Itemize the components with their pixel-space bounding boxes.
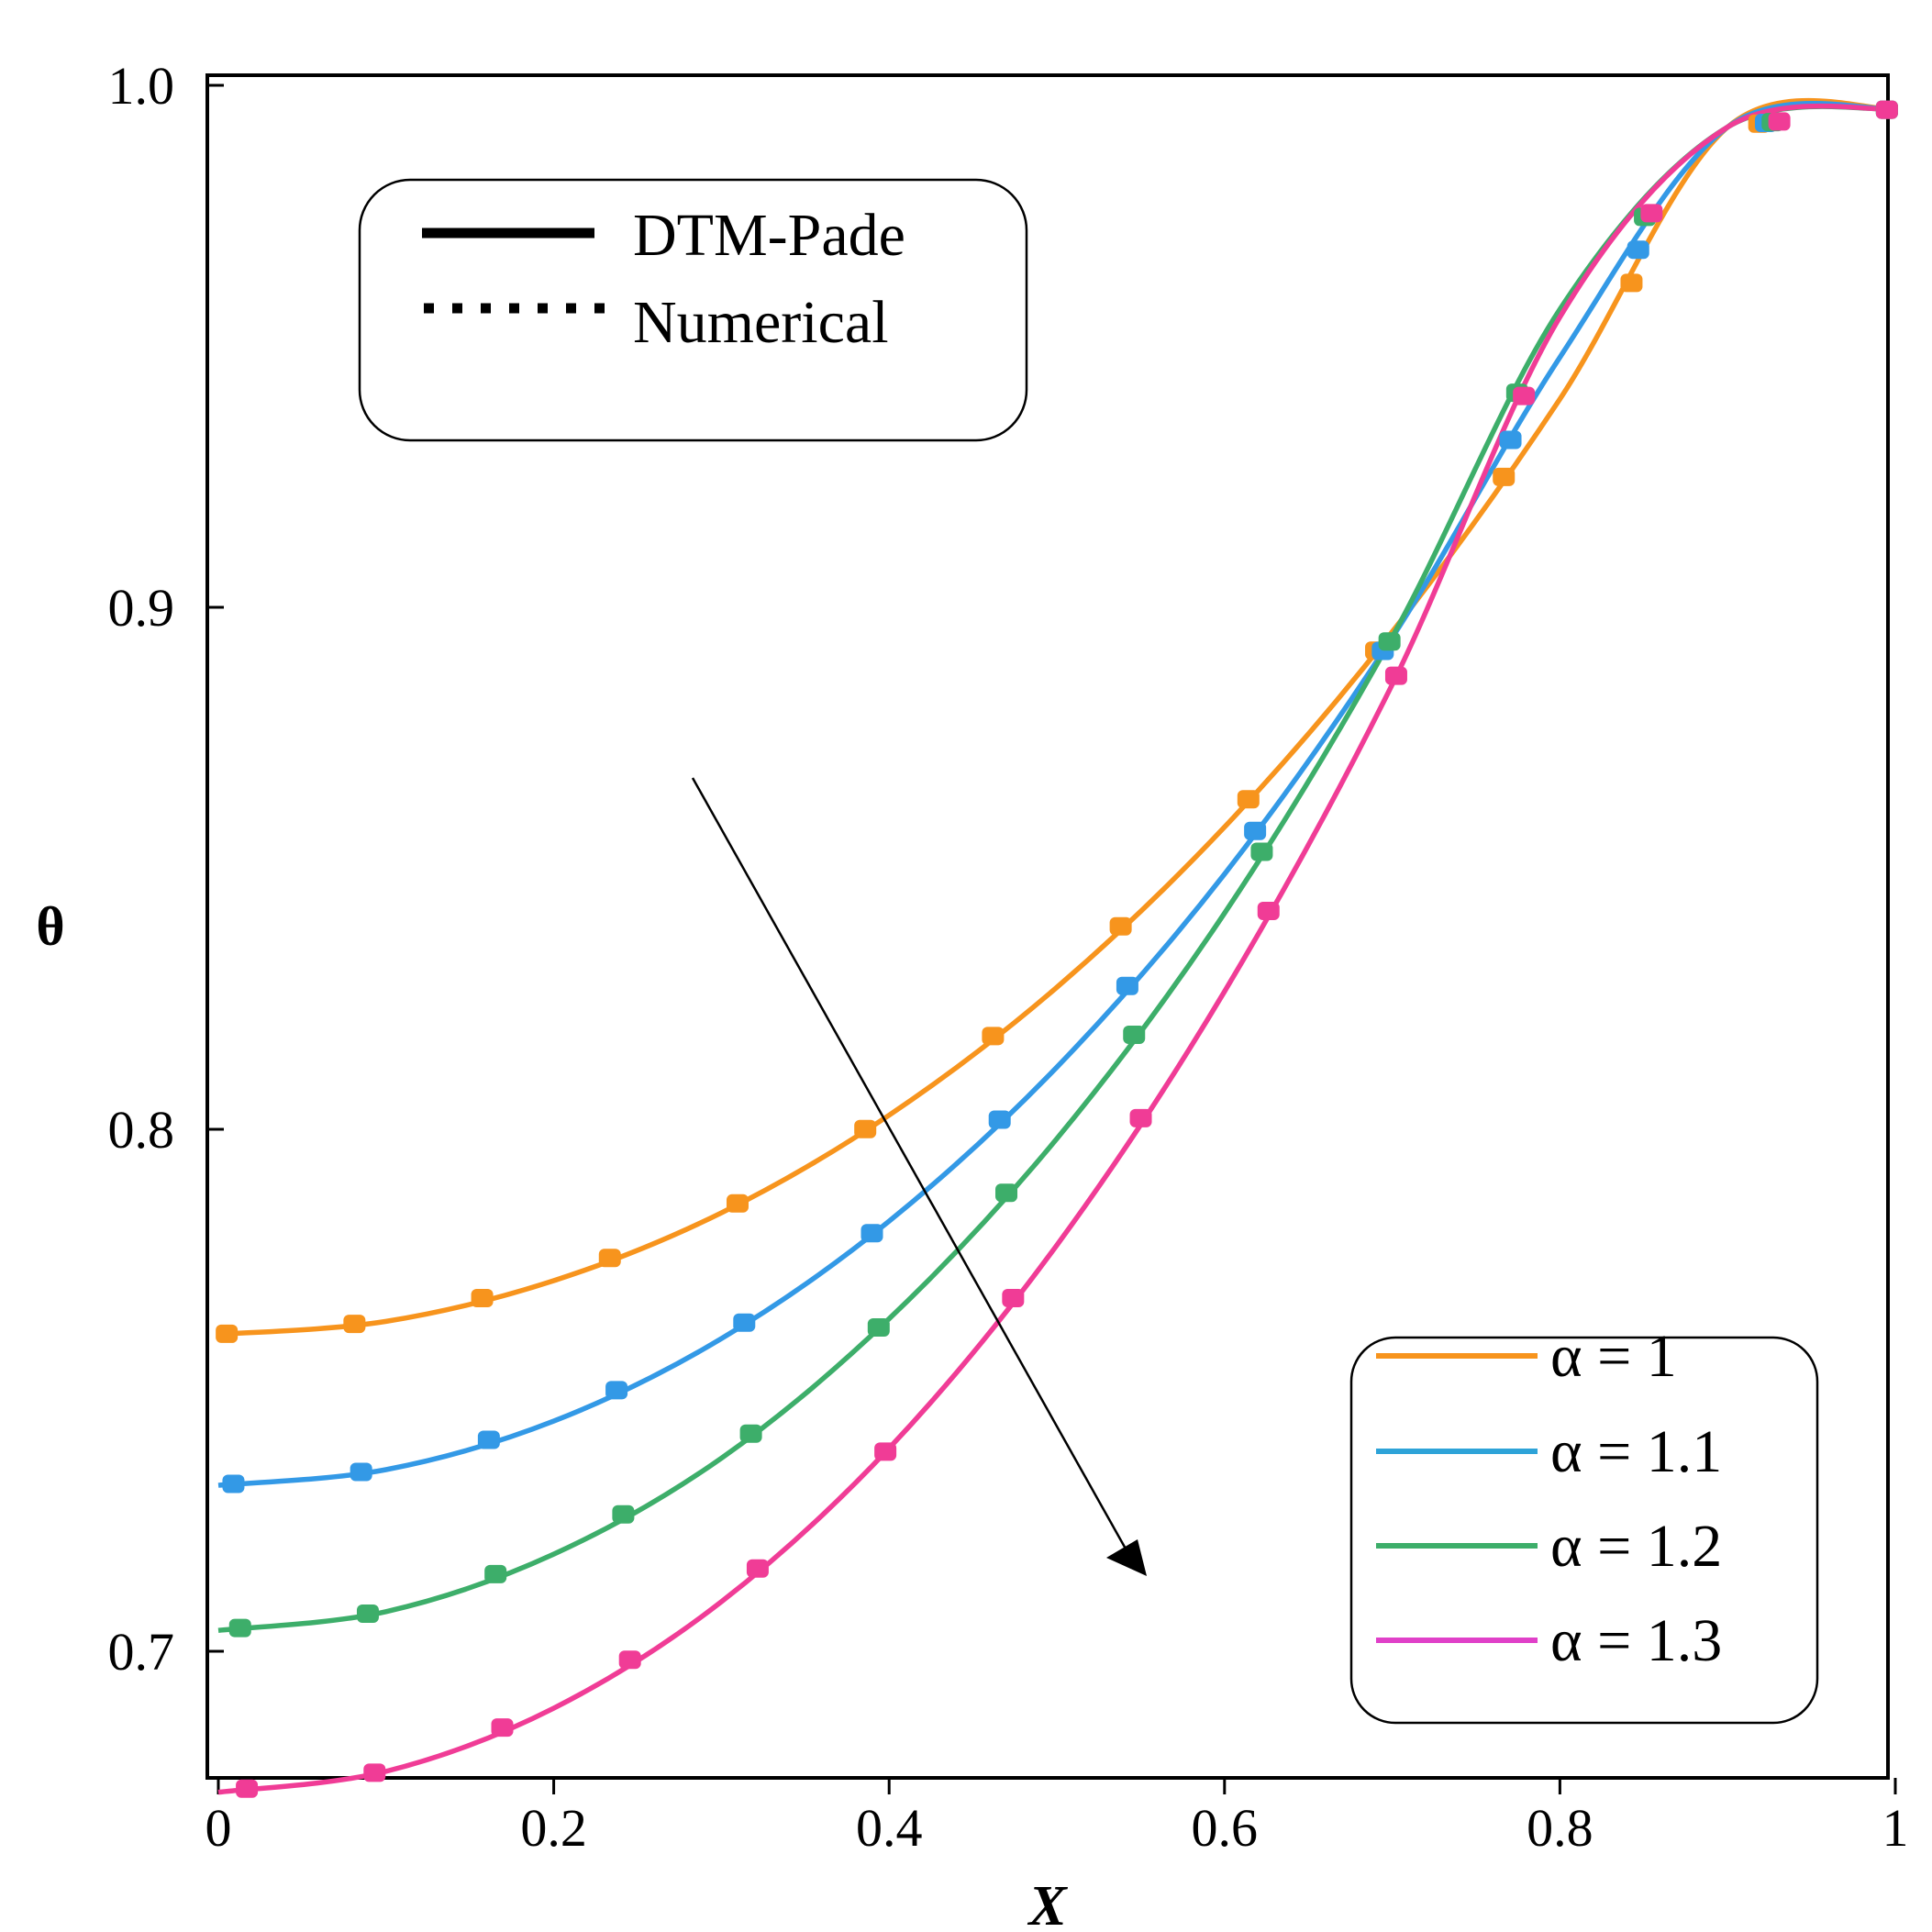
legend-label: α = 1.3 — [1550, 1607, 1722, 1674]
numerical-marker — [995, 1183, 1018, 1203]
numerical-marker — [733, 1313, 756, 1332]
numerical-marker — [605, 1381, 628, 1400]
alpha-legend: α = 1 α = 1.1 α = 1.2 α = 1.3 — [1349, 1323, 1819, 1725]
numerical-marker — [1244, 821, 1267, 840]
numerical-marker — [988, 1110, 1011, 1129]
numerical-marker — [216, 1324, 239, 1343]
numerical-marker — [746, 1559, 769, 1578]
x-tick-label: 0 — [205, 1798, 232, 1858]
y-axis-title: θ — [36, 896, 64, 957]
numerical-marker — [1129, 1108, 1152, 1127]
series-line — [217, 100, 1896, 1488]
numerical-marker — [1875, 100, 1898, 119]
trend-arrow-shaft — [691, 777, 1128, 1551]
x-axis-ticks: 0 0.2 0.4 0.6 0.8 1 — [205, 1778, 1909, 1858]
numerical-marker — [1768, 112, 1791, 131]
numerical-marker — [222, 1474, 245, 1493]
y-tick-label: 1.0 — [108, 56, 175, 116]
legend-label: α = 1.1 — [1550, 1418, 1722, 1485]
numerical-marker — [739, 1424, 762, 1443]
numerical-marker — [874, 1442, 897, 1461]
numerical-marker — [618, 1650, 641, 1670]
plot-frame — [205, 73, 1890, 1780]
legend-numerical: Numerical — [633, 289, 889, 356]
x-tick-label: 0.6 — [1192, 1798, 1259, 1858]
numerical-marker — [484, 1564, 507, 1583]
legend-label: α = 1.2 — [1550, 1513, 1722, 1580]
numerical-marker — [1513, 386, 1536, 405]
x-tick-label: 0.8 — [1527, 1798, 1593, 1858]
numerical-marker — [343, 1315, 366, 1334]
trend-arrow-head — [1106, 1539, 1147, 1576]
x-tick-label: 0.4 — [856, 1798, 923, 1858]
numerical-marker — [854, 1119, 877, 1138]
x-axis-title: X — [1027, 1875, 1068, 1932]
numerical-marker — [867, 1318, 890, 1338]
y-axis-ticks: 0.7 0.8 0.9 1.0 — [108, 56, 224, 1682]
numerical-marker — [1257, 902, 1280, 921]
legend-label: α = 1 — [1550, 1323, 1677, 1390]
numerical-marker — [1116, 976, 1138, 995]
numerical-marker — [861, 1224, 883, 1243]
numerical-marker — [982, 1027, 1005, 1046]
numerical-marker — [1123, 1025, 1146, 1044]
numerical-marker — [1627, 240, 1649, 260]
numerical-marker — [356, 1604, 379, 1623]
numerical-marker — [1620, 273, 1643, 293]
numerical-marker — [1237, 790, 1260, 809]
x-tick-label: 1 — [1882, 1798, 1909, 1858]
y-tick-label: 0.8 — [108, 1100, 175, 1160]
numerical-marker — [471, 1288, 494, 1307]
numerical-marker — [1499, 430, 1522, 450]
numerical-marker — [491, 1718, 514, 1738]
numerical-marker — [1250, 842, 1273, 861]
numerical-marker — [1002, 1289, 1025, 1308]
numerical-marker — [1493, 467, 1516, 486]
trend-arrow — [691, 777, 1147, 1576]
y-tick-label: 0.7 — [108, 1622, 175, 1682]
series-line — [217, 103, 1896, 1795]
numerical-marker — [477, 1430, 500, 1449]
numerical-marker — [228, 1618, 251, 1638]
numerical-marker — [1384, 666, 1407, 685]
numerical-marker — [612, 1505, 635, 1524]
x-tick-label: 0.2 — [520, 1798, 587, 1858]
alpha-legend-box — [1349, 1336, 1819, 1725]
numerical-marker — [1640, 204, 1663, 223]
numerical-marker — [1378, 632, 1401, 651]
series-markers — [216, 100, 1898, 1798]
numerical-marker — [236, 1779, 259, 1798]
method-legend: DTM-Pade Numerical — [358, 178, 1028, 442]
legend-dtm-pade: DTM-Pade — [633, 202, 905, 269]
y-tick-label: 0.9 — [108, 578, 175, 638]
numerical-marker — [363, 1763, 386, 1782]
numerical-marker — [726, 1194, 749, 1213]
method-legend-box — [358, 178, 1028, 442]
numerical-marker — [350, 1462, 372, 1482]
numerical-marker — [598, 1249, 621, 1268]
numerical-marker — [1109, 916, 1132, 936]
